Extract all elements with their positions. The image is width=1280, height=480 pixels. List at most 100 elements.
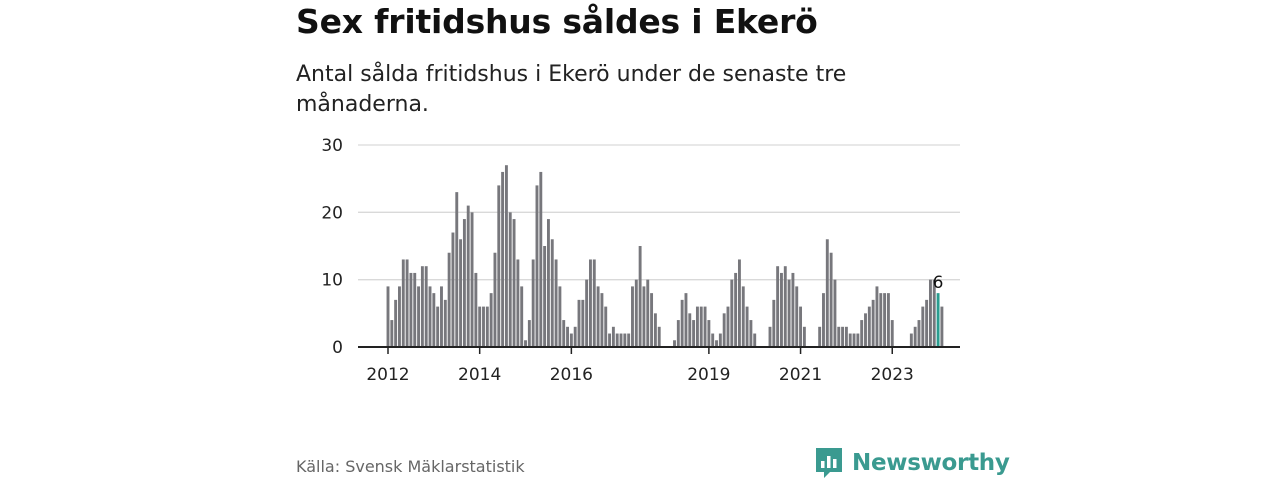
- bar: [818, 326, 822, 347]
- x-tick-label: 2021: [779, 365, 822, 385]
- bar: [741, 286, 745, 347]
- bar: [718, 333, 722, 347]
- y-tick-label: 20: [321, 203, 343, 223]
- bar: [867, 306, 871, 347]
- bar: [726, 306, 730, 347]
- bar: [737, 259, 741, 347]
- bar: [653, 313, 657, 347]
- y-tick-label: 0: [332, 338, 343, 358]
- bar: [569, 333, 573, 347]
- bar: [543, 246, 547, 347]
- bar: [657, 326, 661, 347]
- bar: [550, 239, 554, 347]
- x-tick-label: 2019: [687, 365, 730, 385]
- bar: [745, 306, 749, 347]
- bar: [512, 219, 516, 347]
- bar: [822, 293, 825, 347]
- bar: [451, 232, 455, 347]
- bar: [459, 239, 463, 347]
- bar: [474, 272, 478, 347]
- bar: [780, 272, 783, 347]
- bar: [791, 272, 795, 347]
- bar: [600, 293, 604, 347]
- bar: [577, 299, 581, 347]
- bar: [673, 340, 676, 347]
- bar: [715, 340, 718, 347]
- bar: [589, 259, 592, 347]
- bar: [783, 266, 787, 347]
- bar: [405, 259, 409, 347]
- bar: [562, 320, 566, 347]
- bar: [524, 340, 527, 347]
- bar: [535, 185, 539, 347]
- bar: [520, 286, 524, 347]
- y-tick-label: 30: [321, 136, 343, 156]
- bar: [695, 306, 699, 347]
- bar: [886, 293, 890, 347]
- chart-subtitle: Antal sålda fritidshus i Ekerö under de …: [296, 62, 847, 117]
- bar: [925, 299, 929, 347]
- bar: [443, 299, 447, 347]
- brand-name: Newsworthy: [852, 450, 1010, 476]
- x-tick-label: 2016: [550, 365, 593, 385]
- bar: [638, 246, 642, 347]
- bar: [753, 333, 757, 347]
- bar: [650, 293, 654, 347]
- bar: [646, 279, 650, 347]
- bar: [424, 266, 428, 347]
- bar: [856, 333, 860, 347]
- bar: [596, 286, 600, 347]
- bar: [799, 306, 803, 347]
- bar: [508, 212, 512, 347]
- bar: [921, 306, 925, 347]
- bar: [615, 333, 619, 347]
- bar: [707, 320, 711, 347]
- bar: [852, 333, 856, 347]
- bar-chart: 0 10 20 30 6 2012 2014 2016 2019 2021 2023: [321, 136, 960, 385]
- bar: [703, 306, 707, 347]
- bar: [413, 272, 417, 347]
- bar: [940, 306, 944, 347]
- x-tick-label: 2012: [366, 365, 409, 385]
- bar: [631, 286, 634, 347]
- bar: [772, 299, 776, 347]
- bar: [581, 299, 585, 347]
- bar: [455, 192, 459, 347]
- bar: [482, 306, 485, 347]
- bar: [447, 252, 451, 347]
- bar: [527, 320, 531, 347]
- bar: [485, 306, 489, 347]
- bar: [680, 299, 684, 347]
- bar: [420, 266, 424, 347]
- x-tick-label: 2014: [458, 365, 501, 385]
- bar: [730, 279, 734, 347]
- bar: [611, 326, 615, 347]
- bar: [768, 326, 772, 347]
- bar: [501, 171, 505, 347]
- bar: [734, 272, 738, 347]
- bar: [440, 286, 443, 347]
- bar: [917, 320, 921, 347]
- bar: [627, 333, 631, 347]
- bar: [608, 333, 612, 347]
- y-tick-label: 10: [321, 271, 343, 291]
- bar: [864, 313, 867, 347]
- chart-title: Sex fritidshus såldes i Ekerö: [296, 2, 818, 41]
- bar: [825, 239, 829, 347]
- bar: [394, 299, 398, 347]
- bar: [432, 293, 436, 347]
- bar: [688, 313, 692, 347]
- bar-highlight: [936, 293, 940, 347]
- bar: [470, 212, 474, 347]
- bar: [848, 333, 852, 347]
- bar: [493, 252, 497, 347]
- bar: [516, 259, 520, 347]
- bar: [573, 326, 577, 347]
- bar: [787, 279, 791, 347]
- bar: [722, 313, 726, 347]
- bar: [802, 326, 806, 347]
- newsworthy-brand[interactable]: Newsworthy: [814, 446, 1010, 480]
- bar: [837, 326, 841, 347]
- bar: [398, 286, 401, 347]
- bar: [875, 286, 879, 347]
